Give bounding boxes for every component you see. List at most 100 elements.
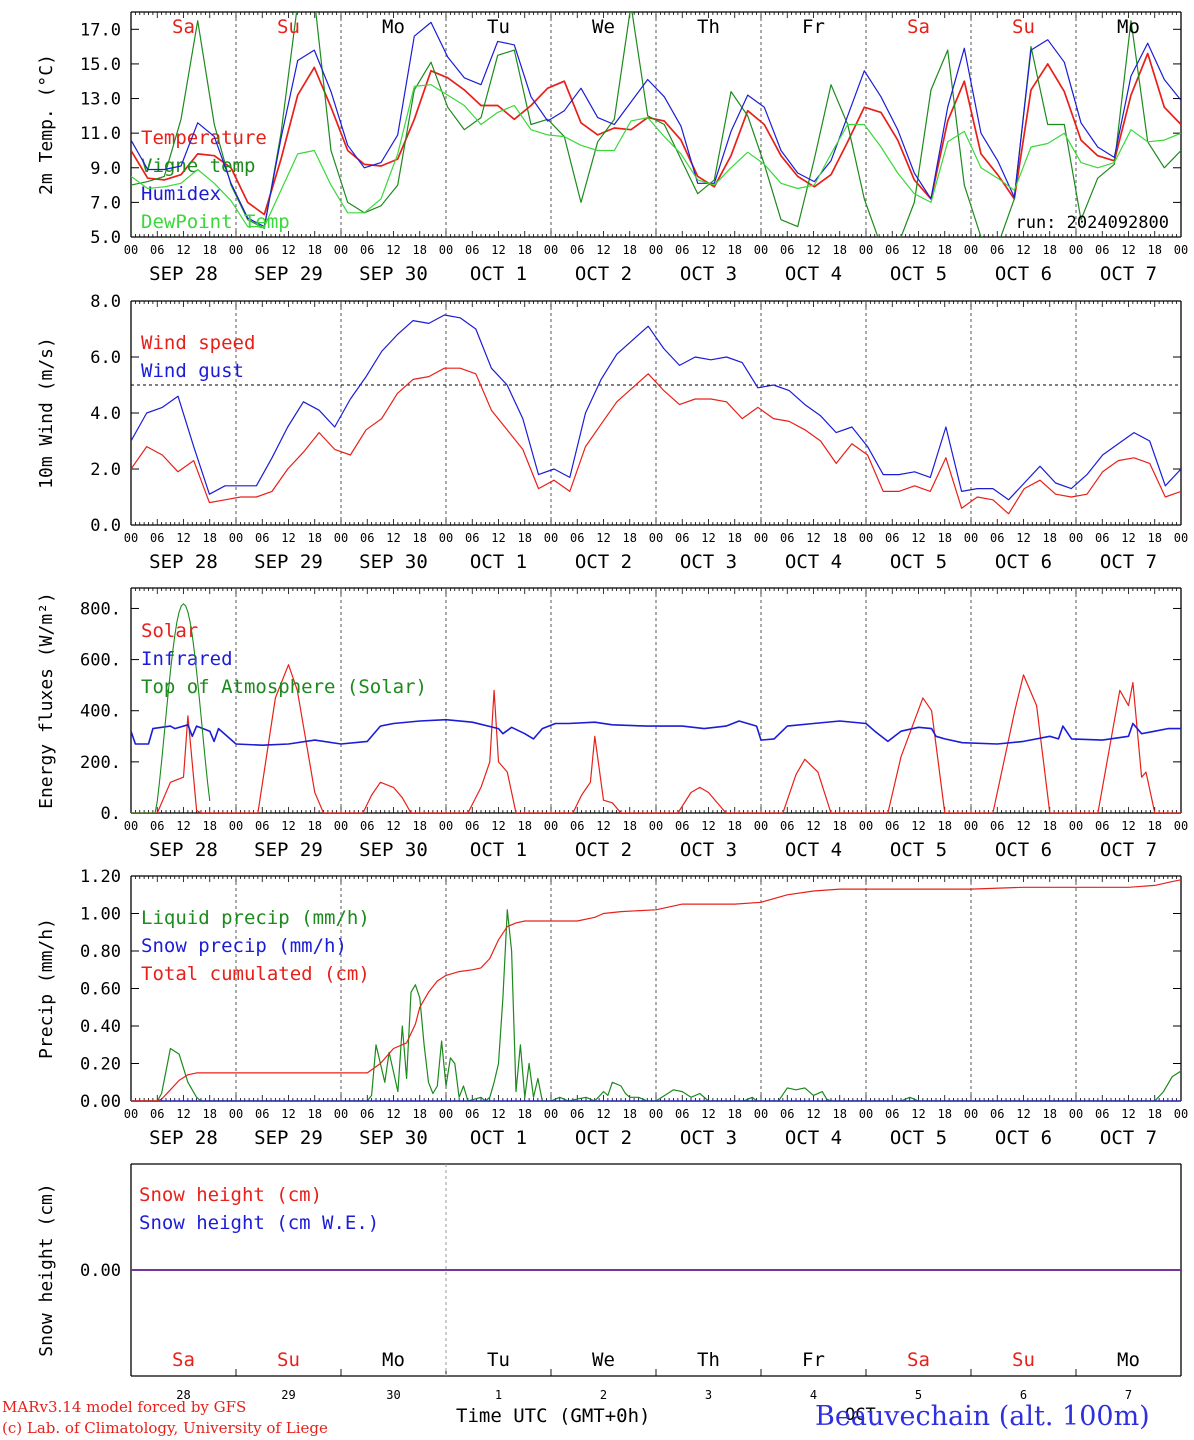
date-label: SEP 29: [254, 1127, 323, 1149]
hour-tick-label: 12: [491, 531, 505, 545]
hour-tick-label: 06: [780, 243, 794, 257]
hour-tick-label: 06: [150, 243, 164, 257]
hour-tick-label: 12: [1121, 1107, 1135, 1121]
date-label: OCT 5: [890, 263, 947, 285]
hour-tick-label: 06: [885, 819, 899, 833]
hour-tick-label: 12: [176, 1107, 190, 1121]
hour-tick-label: 12: [1016, 1107, 1030, 1121]
y-tick-label: 0.20: [80, 1055, 121, 1075]
hour-tick-label: 06: [465, 531, 479, 545]
legend-top-of-atmosphere-solar-: Top of Atmosphere (Solar): [141, 676, 427, 698]
hour-tick-label: 18: [203, 243, 217, 257]
hour-tick-label: 00: [544, 531, 558, 545]
hour-tick-label: 00: [1069, 1107, 1083, 1121]
hour-tick-label: 18: [833, 243, 847, 257]
weekday-label: Su: [277, 1349, 300, 1371]
hour-tick-label: 06: [990, 819, 1004, 833]
y-tick-label: 0.: [101, 804, 121, 824]
hour-tick-label: 06: [780, 819, 794, 833]
hour-tick-label: 18: [833, 819, 847, 833]
run-annotation: run: 2024092800: [1015, 213, 1169, 233]
hour-tick-label: 12: [806, 243, 820, 257]
hour-tick-label: 06: [675, 819, 689, 833]
y-tick-label: 0.0: [90, 516, 121, 536]
hour-tick-label: 00: [229, 243, 243, 257]
hour-tick-label: 06: [1095, 531, 1109, 545]
weekday-label: Sa: [907, 16, 930, 38]
hour-tick-label: 18: [728, 531, 742, 545]
date-label: OCT 2: [575, 551, 632, 573]
date-label: OCT 5: [890, 551, 947, 573]
date-label: OCT 1: [470, 1127, 527, 1149]
bottom-month-label: OCT: [845, 1405, 876, 1425]
hour-tick-label: 12: [386, 1107, 400, 1121]
hour-tick-label: 18: [938, 1107, 952, 1121]
hour-tick-label: 18: [623, 531, 637, 545]
hour-tick-label: 00: [544, 243, 558, 257]
legend-snow-height-cm-w-e-: Snow height (cm W.E.): [139, 1212, 379, 1234]
date-label: OCT 7: [1100, 1127, 1157, 1149]
hour-tick-label: 12: [281, 1107, 295, 1121]
date-label: OCT 3: [680, 263, 737, 285]
weekday-label: Sa: [172, 1349, 195, 1371]
y-axis-title: 2m Temp. (°C): [36, 54, 57, 195]
day-number-label: 2: [600, 1388, 607, 1402]
hour-tick-label: 18: [308, 243, 322, 257]
hour-tick-label: 12: [491, 819, 505, 833]
hour-tick-label: 00: [964, 531, 978, 545]
hour-tick-label: 18: [833, 531, 847, 545]
hour-tick-label: 12: [701, 531, 715, 545]
model-credit: MARv3.14 model forced by GFS: [2, 1398, 247, 1416]
hour-tick-label: 00: [229, 1107, 243, 1121]
date-label: SEP 29: [254, 551, 323, 573]
hour-tick-label: 18: [413, 243, 427, 257]
hour-tick-label: 00: [859, 243, 873, 257]
hour-tick-label: 18: [938, 819, 952, 833]
hour-tick-label: 12: [1121, 531, 1135, 545]
date-label: OCT 7: [1100, 263, 1157, 285]
date-label: SEP 30: [359, 551, 428, 573]
hour-tick-label: 18: [1148, 1107, 1162, 1121]
hour-tick-label: 06: [255, 531, 269, 545]
date-label: OCT 1: [470, 551, 527, 573]
hour-tick-label: 00: [859, 819, 873, 833]
hour-tick-label: 00: [649, 1107, 663, 1121]
hour-tick-label: 00: [754, 1107, 768, 1121]
hour-tick-label: 00: [649, 819, 663, 833]
hour-tick-label: 12: [596, 1107, 610, 1121]
hour-tick-label: 00: [544, 1107, 558, 1121]
hour-tick-label: 00: [859, 1107, 873, 1121]
hour-tick-label: 18: [518, 1107, 532, 1121]
hour-tick-label: 00: [1069, 819, 1083, 833]
hour-tick-label: 06: [570, 531, 584, 545]
hour-tick-label: 18: [1148, 531, 1162, 545]
date-label: OCT 3: [680, 839, 737, 861]
hour-tick-label: 00: [229, 531, 243, 545]
hour-tick-label: 06: [885, 531, 899, 545]
y-tick-label: 4.0: [90, 404, 121, 424]
day-number-label: 4: [810, 1388, 817, 1402]
hour-tick-label: 12: [386, 819, 400, 833]
hour-tick-label: 12: [911, 819, 925, 833]
weekday-label: Th: [697, 1349, 720, 1371]
date-label: SEP 28: [149, 263, 218, 285]
hour-tick-label: 18: [518, 243, 532, 257]
hour-tick-label: 12: [701, 819, 715, 833]
hour-tick-label: 12: [176, 243, 190, 257]
series-top-of-atmosphere-line: [131, 603, 211, 813]
hour-tick-label: 00: [334, 243, 348, 257]
hour-tick-label: 06: [675, 531, 689, 545]
hour-tick-label: 18: [728, 243, 742, 257]
legend-snow-precip-mm-h-: Snow precip (mm/h): [141, 935, 347, 957]
hour-tick-label: 12: [701, 243, 715, 257]
y-tick-label: 0.00: [80, 1261, 121, 1281]
hour-tick-label: 00: [1174, 243, 1188, 257]
hour-tick-label: 06: [360, 243, 374, 257]
date-label: SEP 30: [359, 1127, 428, 1149]
legend-dewpoint-temp: DewPoint Temp: [141, 211, 290, 233]
hour-tick-label: 00: [1069, 243, 1083, 257]
hour-tick-label: 18: [1043, 1107, 1057, 1121]
date-label: OCT 1: [470, 263, 527, 285]
y-tick-label: 17.0: [80, 20, 121, 40]
weekday-label: Mo: [1117, 1349, 1140, 1371]
